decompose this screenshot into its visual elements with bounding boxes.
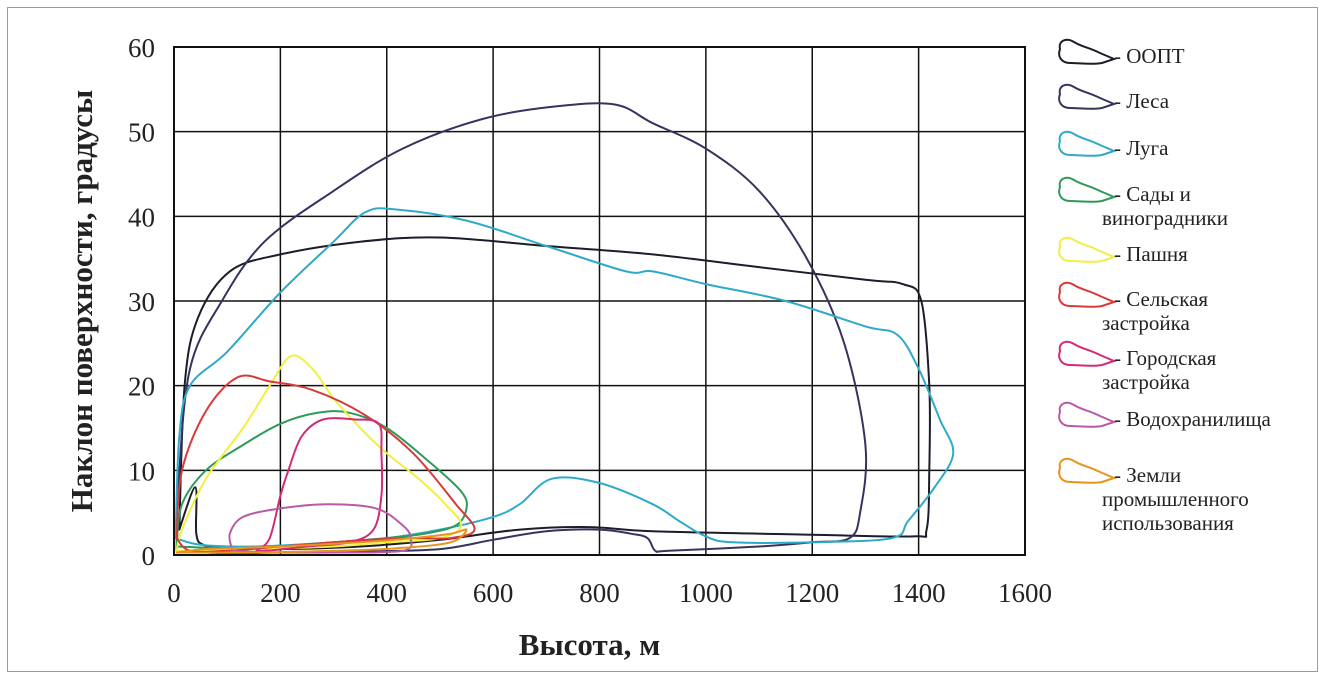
x-tick-label: 1600 [998, 578, 1052, 608]
x-tick-label: 400 [367, 578, 408, 608]
y-tick-label: 20 [128, 372, 155, 402]
legend-label: - Сады и виноградники [1102, 182, 1228, 230]
legend-label: - Водохранилища [1114, 407, 1271, 431]
series-line-9 [175, 528, 468, 554]
x-tick-label: 1200 [785, 578, 839, 608]
legend-label: - Городская застройка [1102, 346, 1217, 394]
legend-swatch-icon [1058, 83, 1117, 110]
legend: - ООПТ - Леса - Луга - Сады и виноградники - … [1058, 38, 1271, 535]
legend-swatch-icon [1058, 457, 1117, 484]
legend-item: - Городская застройка [1058, 340, 1217, 394]
grid [173, 46, 1026, 556]
plot-border [173, 46, 1026, 556]
x-tick-label: 600 [473, 578, 514, 608]
x-tick-label: 1400 [892, 578, 946, 608]
legend-item: - Сады и виноградники [1058, 176, 1228, 230]
legend-swatch-icon [1058, 401, 1117, 428]
y-axis-title: Наклон поверхности, градусы [64, 90, 99, 513]
legend-label: - Леса [1114, 89, 1170, 113]
legend-label: - Пашня [1114, 242, 1188, 266]
chart-frame [7, 7, 1318, 672]
legend-item: - Леса [1058, 83, 1170, 113]
legend-label: - Земли промышленного использования [1102, 463, 1249, 535]
x-tick-label: 1000 [679, 578, 733, 608]
tick-labels: 0 200 400 600 800 1000 1200 1400 1600 0 10 20 30 40 50… [128, 33, 1052, 608]
series-line-4 [175, 410, 468, 550]
legend-item: - Луга [1058, 130, 1169, 160]
y-tick-label: 40 [128, 202, 155, 232]
series-line-2 [175, 102, 868, 555]
series-line-7 [255, 417, 384, 553]
y-tick-label: 30 [128, 287, 155, 317]
legend-label: - Луга [1114, 136, 1169, 160]
legend-item: - ООПТ [1058, 38, 1185, 68]
y-tick-label: 50 [128, 118, 155, 148]
legend-item: - Земли промышленного использования [1058, 457, 1249, 535]
legend-swatch-icon [1058, 38, 1117, 65]
y-tick-label: 0 [142, 541, 156, 571]
x-tick-label: 800 [579, 578, 620, 608]
legend-swatch-icon [1058, 340, 1117, 367]
legend-label: - Сельская застройка [1102, 287, 1208, 335]
x-axis-title: Высота, м [519, 627, 660, 662]
legend-item: - Пашня [1058, 236, 1188, 266]
x-tick-label: 200 [260, 578, 301, 608]
legend-item: - Водохранилища [1058, 401, 1271, 431]
legend-swatch-icon [1058, 130, 1117, 157]
x-tick-label: 0 [167, 578, 181, 608]
series-line-1 [178, 236, 931, 551]
series-line-8 [228, 503, 413, 554]
legend-swatch-icon [1058, 236, 1117, 263]
legend-swatch-icon [1058, 176, 1117, 203]
legend-item: - Сельская застройка [1058, 281, 1208, 335]
y-tick-label: 10 [128, 456, 155, 486]
series-line-3 [174, 207, 955, 548]
legend-swatch-icon [1058, 281, 1117, 308]
legend-label: - ООПТ [1114, 44, 1185, 68]
y-tick-label: 60 [128, 33, 155, 63]
series-layer [174, 102, 955, 555]
series-line-5 [175, 354, 463, 552]
